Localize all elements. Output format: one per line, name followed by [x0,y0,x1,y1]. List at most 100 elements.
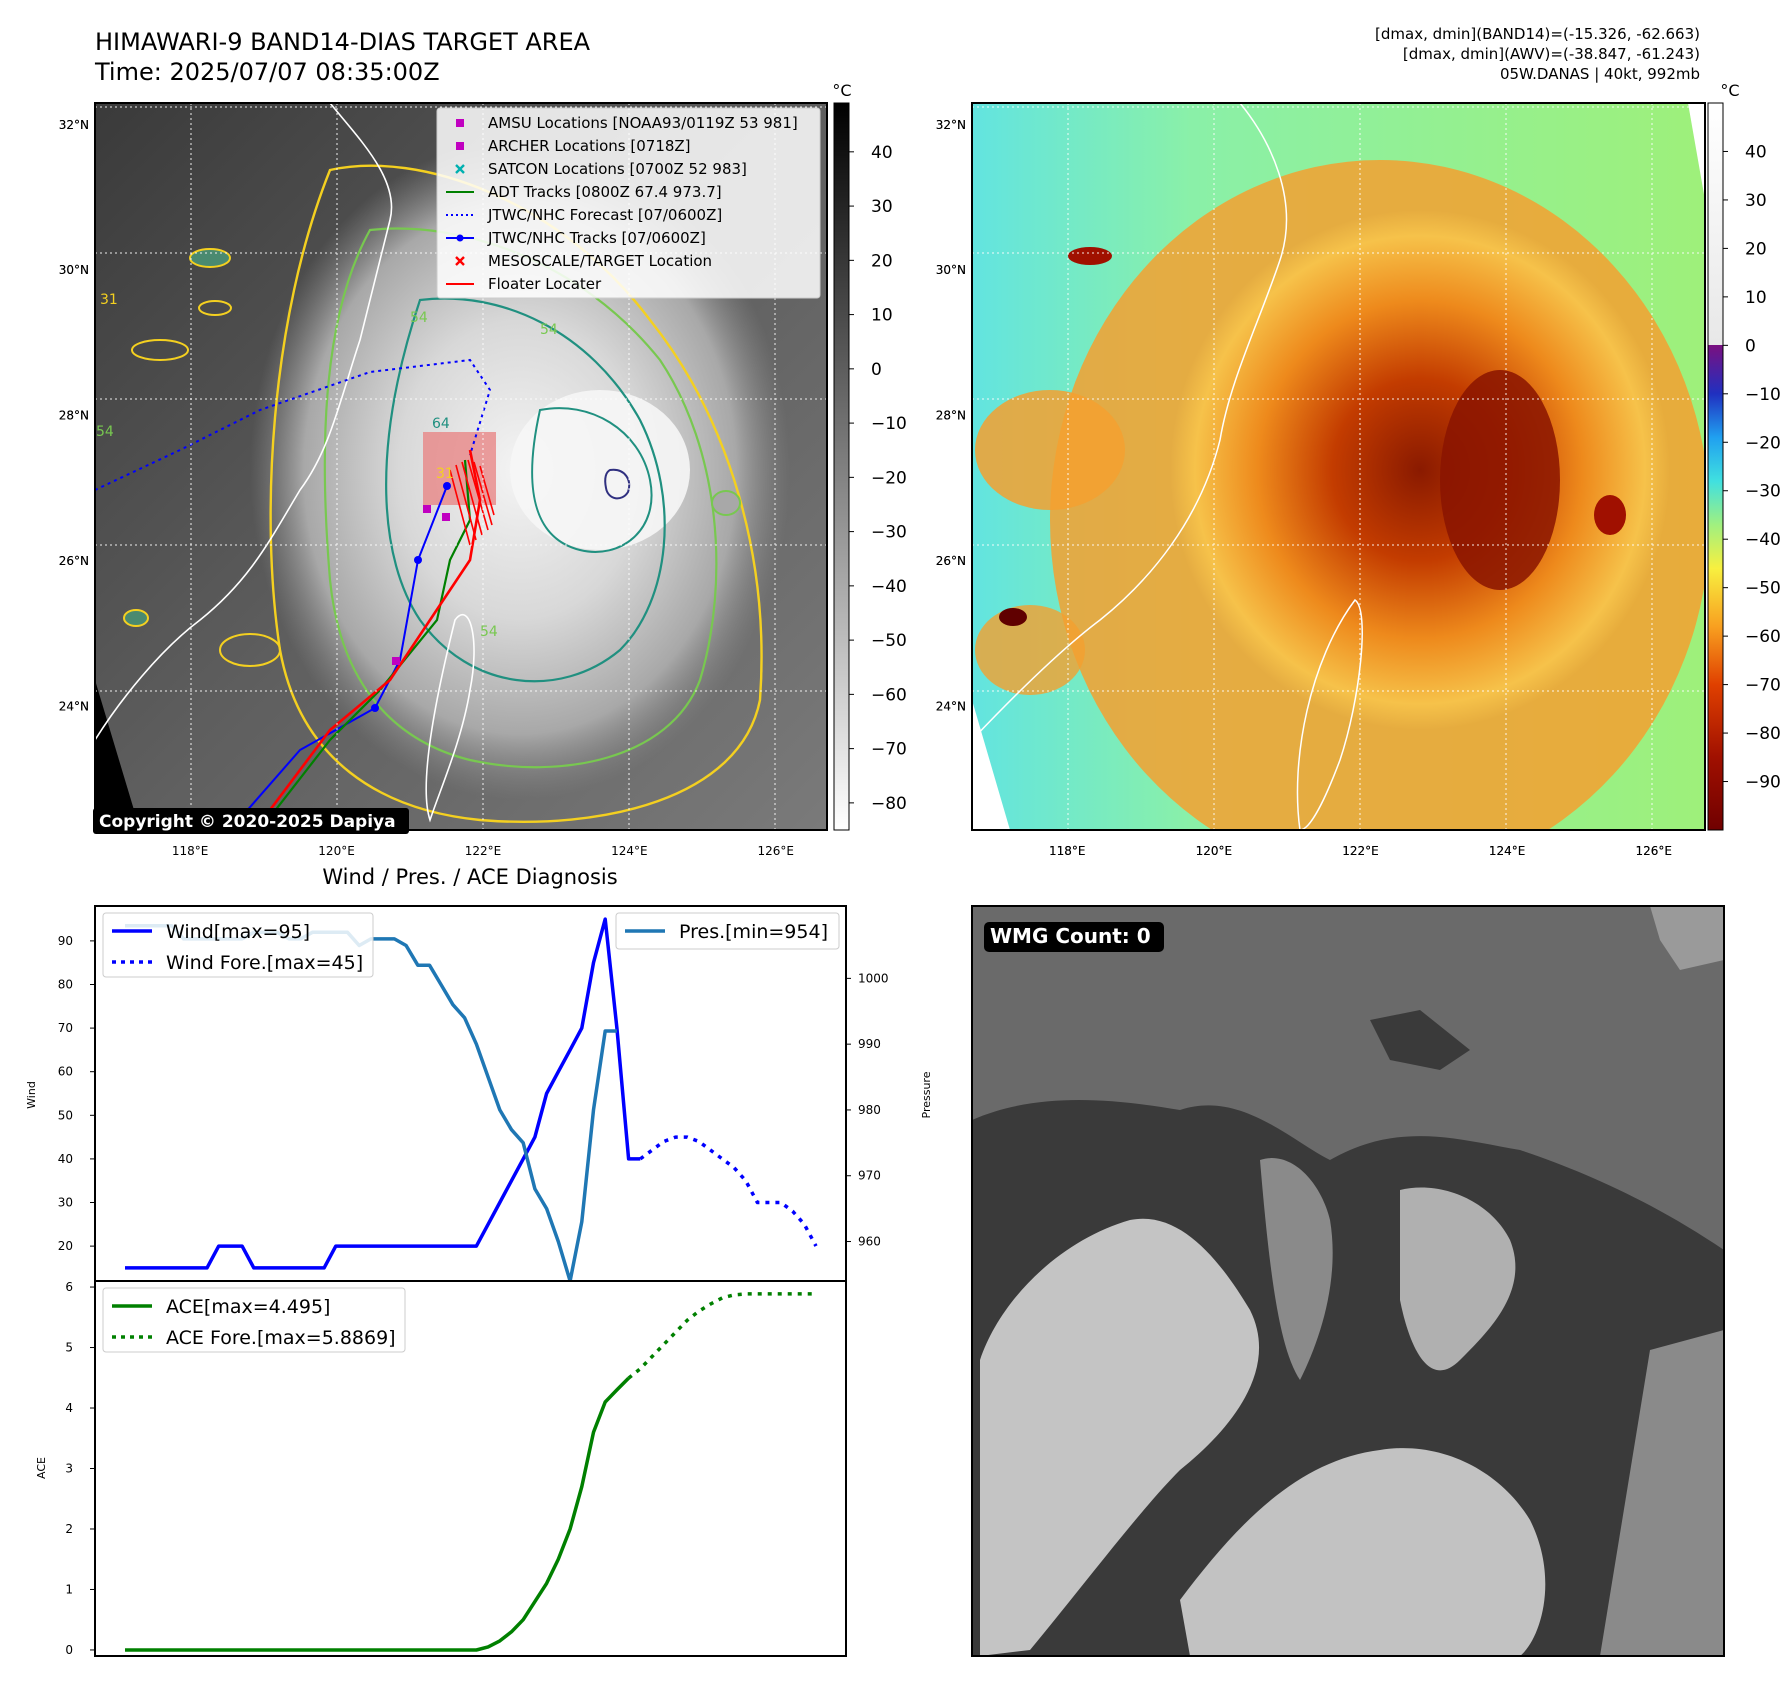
colorbar-tick-label: 0 [1745,336,1756,356]
coastline-china [95,103,393,741]
ace-panel: 0 1 2 3 4 5 6 ACE ACE[max=4.495] ACE Fore.[max… [35,1280,847,1657]
lon-tick-label: 126°E [1635,844,1672,858]
ace-legend-label: ACE[max=4.495] [166,1296,330,1318]
colorbar-tick-label: 30 [871,197,893,217]
axis-tick-label: 1000 [858,971,889,985]
awv-colorbar-unit: °C [1720,81,1739,100]
ace-legend-box [102,1287,406,1353]
wmg-panel: WMG Count: 0 [971,905,1725,1657]
lon-tick-label: 122°E [1342,844,1379,858]
pressure-legend-label: Pres.[min=954] [679,921,828,943]
lon-tick-label: 122°E [465,844,502,858]
colorbar-tick-label: −40 [871,577,907,597]
awv-lat-labels: 118°E 120°E 122°E 124°E 126°E 32°N 30°N 28°N 26°… [936,118,1672,858]
wmg-gray-east-edge [1600,1330,1724,1656]
lon-tick-label: 120°E [1196,844,1233,858]
figure-title-line1: HIMAWARI-9 BAND14-DIAS TARGET AREA [95,28,591,56]
jtwc-point-2 [371,704,379,712]
map-legend-label: ADT Tracks [0800Z 67.4 973.7] [488,183,722,201]
lon-tick-label: 122°E [1342,844,1379,858]
map-legend-item: Floater Locater [446,275,602,293]
amsu-marker [392,657,400,665]
lat-tick-label: 32°N [59,118,89,132]
axis-tick-label: 5 [65,1341,73,1355]
colorbar-tick-label: −30 [871,523,907,543]
axis-tick-label: 4 [65,1401,73,1415]
awv-west-band [975,390,1125,510]
map-legend-item: ADT Tracks [0800Z 67.4 973.7] [446,183,722,201]
contour-label-1: 31 [100,292,118,308]
series-line [125,1376,630,1652]
colorbar-tick-label: −80 [871,794,907,814]
info-line-storm: 05W.DANAS | 40kt, 992mb [1500,65,1700,83]
axis-tick-label: 0 [65,1643,73,1657]
awv-map-frame [971,102,1706,831]
wind-legend: Wind[max=95] Wind Fore.[max=45] [102,912,374,978]
series-line [627,1292,816,1380]
awv-colorbar-bar [1707,102,1724,831]
contour-green [323,227,718,769]
lat-tick-label: 30°N [59,263,89,277]
band14-colorbar: °C 40 30 20 10 0 −10 −20 −30 −40 −50 −60 −70 −80 [832,81,907,831]
legend-square-swatch [456,119,464,127]
jtwc-track [229,485,448,830]
band14-lon-labels: 118°E 120°E 122°E 124°E 126°E 32°N 30°N 28°N 26°… [59,118,794,858]
pressure-legend: Pres.[min=954] [615,912,840,950]
awv-dark-band [1440,370,1560,590]
copyright-text: Copyright © 2020-2025 Dapiya [99,812,396,832]
map-legend: AMSU Locations [NOAA93/0119Z 53 981] ARCH… [436,107,821,299]
cell-west [123,609,149,627]
wind-pressure-panel: 20 30 40 50 60 70 80 90 960 970 980 990 1000 Wind P… [25,905,933,1283]
map-legend-label: Floater Locater [488,275,602,293]
wind-fore-legend-label: Wind Fore.[max=45] [166,952,363,974]
contour-label-5: 54 [540,322,558,338]
map-legend-label: JTWC/NHC Forecast [07/0600Z] [487,206,722,224]
legend-x-swatch [455,256,465,266]
contour-label-3: 54 [410,310,428,326]
lon-tick-label: 124°E [611,844,648,858]
map-legend-label: SATCON Locations [0700Z 52 983] [488,160,747,178]
axis-tick-label: 70 [58,1021,73,1035]
colorbar-tick-label: −70 [1745,676,1781,696]
awv-cell-e [1594,495,1626,535]
lat-tick-label: 26°N [59,554,89,568]
diagnosis-title: Wind / Pres. / ACE Diagnosis [322,865,617,889]
band14-nodata-wedge [95,680,140,830]
lat-tick-label: 28°N [59,409,89,423]
wind-legend-label: Wind[max=95] [166,921,310,943]
wmg-mid-center [1260,1158,1333,1380]
axis-tick-label: 2 [65,1522,73,1536]
cell-southwest [219,633,281,667]
pressure-legend-box [615,912,840,950]
axis-tick-label: 50 [58,1108,73,1122]
lat-tick-label: 26°N [59,554,89,568]
colorbar-tick-label: −20 [871,468,907,488]
floater-hatch [449,459,495,546]
contour-teal [385,297,666,683]
map-legend-label: AMSU Locations [NOAA93/0119Z 53 981] [488,114,798,132]
colorbar-tick-label: −90 [1745,773,1781,793]
archer-marker-1 [423,505,431,513]
map-legend-item: SATCON Locations [0700Z 52 983] [455,160,747,178]
lon-tick-label: 118°E [172,844,209,858]
axis-tick-label: 1 [65,1582,73,1596]
wmg-count-label: WMG Count: 0 [990,924,1151,948]
lat-tick-label: 24°N [59,699,89,713]
awv-map-panel: 118°E 120°E 122°E 124°E 126°E 32°N 30°N 28°N 26°… [936,102,1706,858]
awv-cell-w [999,608,1027,626]
contour-label-7: 31 [436,466,454,482]
ace-fore-legend-label: ACE Fore.[max=5.8869] [166,1327,396,1349]
mesoscale-target-box [423,432,496,505]
band14-map-frame [94,102,828,831]
awv-gridlines [972,103,1705,830]
map-legend-item: AMSU Locations [NOAA93/0119Z 53 981] [456,114,798,132]
map-legend-item: MESOSCALE/TARGET Location [455,252,712,270]
cell-w2 [131,339,189,361]
colorbar-tick-label: 10 [1745,288,1767,308]
band14-colorbar-unit: °C [832,81,851,100]
contour-label-6: 54 [480,624,498,640]
series-line [125,917,641,1270]
axis-tick-label: 30 [58,1196,73,1210]
lon-tick-label: 126°E [758,844,795,858]
lat-tick-label: 32°N [936,118,966,132]
